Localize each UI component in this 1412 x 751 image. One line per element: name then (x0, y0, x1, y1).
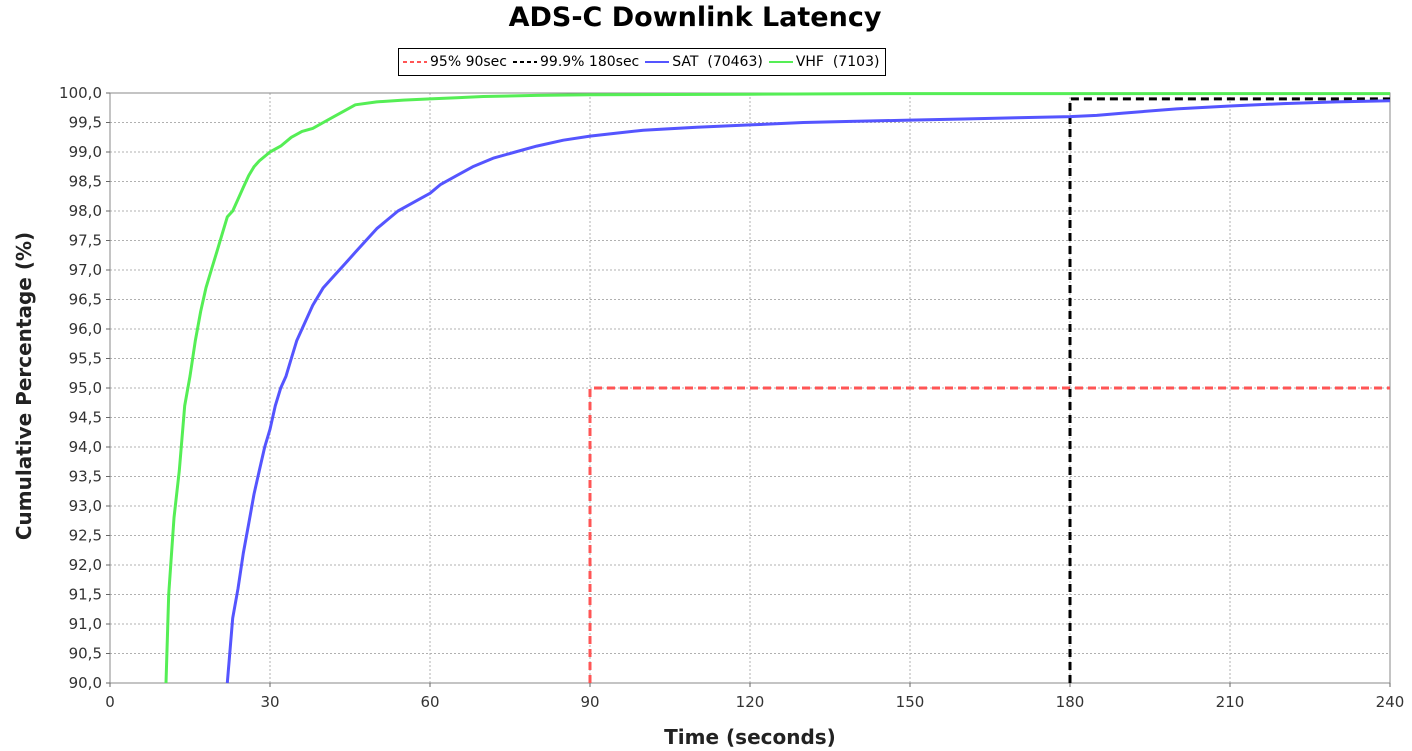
series-layer (164, 92, 1391, 684)
x-tick-label: 30 (260, 693, 279, 711)
y-tick-label: 90,0 (69, 674, 102, 692)
y-tick-label: 90,5 (69, 645, 102, 663)
legend-swatch-999pct (513, 61, 537, 63)
y-tick-label: 91,5 (69, 586, 102, 604)
legend-swatch-sat (645, 61, 670, 63)
y-tick-label: 97,0 (69, 261, 102, 279)
y-tick-label: 99,5 (69, 114, 102, 132)
x-tick-label: 60 (420, 693, 439, 711)
y-tick-label: 100,0 (59, 84, 102, 102)
legend: 95% 90sec 99.9% 180sec SAT (70463) VHF (… (398, 48, 887, 76)
x-tick-label: 180 (1056, 693, 1085, 711)
y-tick-label: 92,0 (69, 556, 102, 574)
y-tick-label: 98,5 (69, 173, 102, 191)
series-sat-line (225, 99, 1391, 684)
y-tick-label: 93,5 (69, 468, 102, 486)
axis-ticks: 90,0 90,5 91,0 91,5 92,0 92,5 93,0 93,5 94,0 94,5… (59, 84, 1404, 711)
x-tick-label: 210 (1216, 693, 1245, 711)
y-tick-label: 95,0 (69, 379, 102, 397)
y-axis-label: Cumulative Percentage (%) (12, 231, 36, 541)
series-95pct-line (588, 386, 1390, 683)
legend-item-sat: SAT (70463) (645, 54, 763, 70)
series-999pct-line (1068, 97, 1390, 683)
y-tick-label: 91,0 (69, 615, 102, 633)
series-vhf-line (164, 92, 1390, 684)
legend-swatch-95pct (403, 61, 427, 63)
y-tick-label: 97,5 (69, 232, 102, 250)
x-tick-label: 0 (105, 693, 115, 711)
y-tick-label: 92,5 (69, 527, 102, 545)
legend-item-999pct: 99.9% 180sec (513, 54, 639, 70)
legend-item-vhf: VHF (7103) (768, 54, 880, 70)
x-tick-label: 150 (896, 693, 925, 711)
x-axis-label: Time (seconds) (664, 725, 836, 749)
x-tick-label: 120 (736, 693, 765, 711)
legend-item-95pct: 95% 90sec (403, 54, 507, 70)
x-tick-label: 90 (580, 693, 599, 711)
y-tick-label: 98,0 (69, 202, 102, 220)
y-tick-label: 96,5 (69, 291, 102, 309)
chart-title: ADS-C Downlink Latency (508, 2, 882, 33)
legend-label-sat: SAT (70463) (672, 54, 763, 70)
legend-label-95pct: 95% 90sec (430, 54, 507, 70)
legend-swatch-vhf (768, 61, 793, 63)
y-tick-label: 95,5 (69, 350, 102, 368)
y-tick-label: 94,5 (69, 409, 102, 427)
y-tick-label: 93,0 (69, 497, 102, 515)
y-tick-label: 94,0 (69, 438, 102, 456)
legend-label-999pct: 99.9% 180sec (540, 54, 640, 70)
legend-label-vhf: VHF (7103) (795, 54, 880, 70)
y-tick-label: 99,0 (69, 143, 102, 161)
y-tick-label: 96,0 (69, 320, 102, 338)
x-tick-label: 240 (1376, 693, 1405, 711)
